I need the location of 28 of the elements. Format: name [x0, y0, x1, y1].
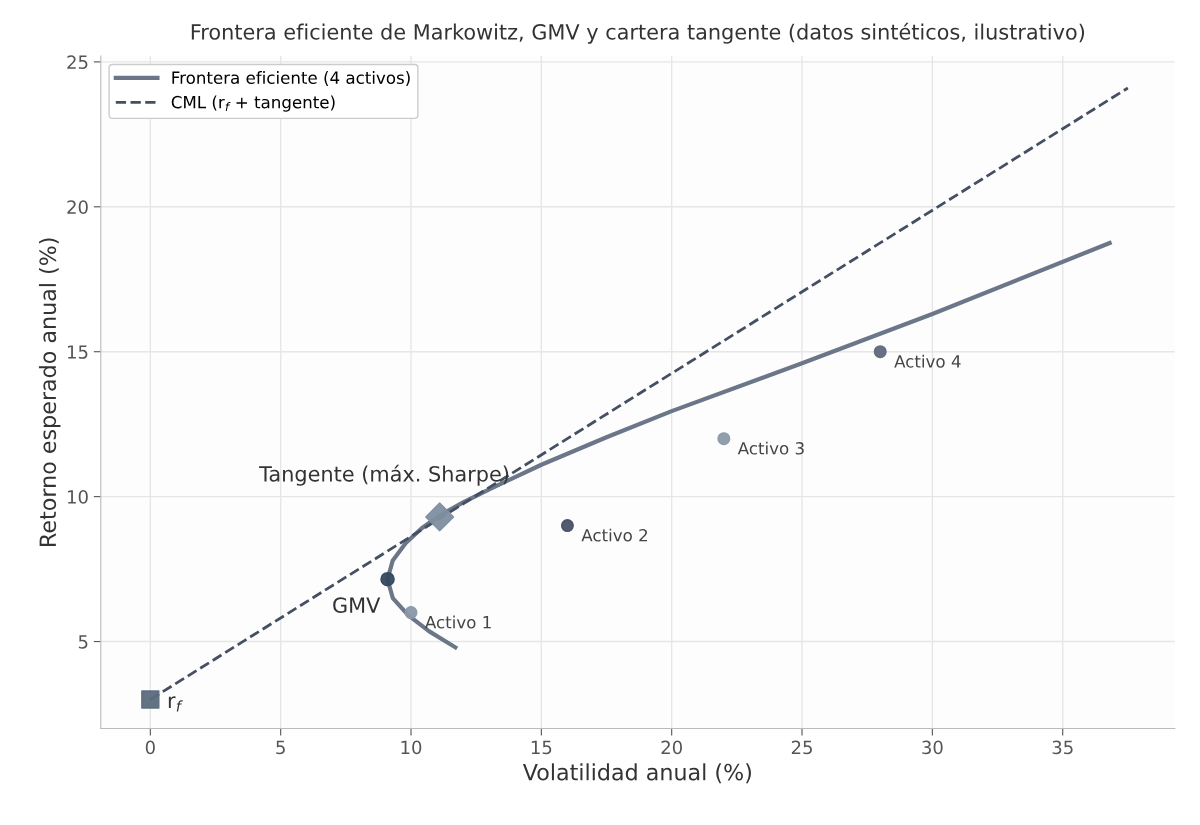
point [141, 690, 160, 709]
annotation: Activo 1 [425, 615, 491, 629]
x-tick-label: 15 [531, 740, 552, 755]
y-tick-label: 5 [78, 635, 88, 649]
x-tick-label: 5 [276, 740, 285, 755]
x-tick-label: 35 [1052, 740, 1073, 755]
x-tick-label: 10 [401, 740, 422, 755]
y-tick-label: 10 [68, 490, 88, 504]
y-axis-title: Retorno esperado anual (%) [38, 238, 61, 546]
annotation: GMV [333, 597, 381, 614]
legend-label: Frontera eficiente (4 activos) [172, 71, 410, 86]
x-tick-label: 0 [145, 740, 155, 755]
annotation: Activo 4 [894, 354, 961, 368]
annotation: r$_{f}$ [168, 696, 183, 712]
y-tick-label: 15 [68, 345, 88, 359]
annotation: Activo 3 [737, 441, 804, 455]
point [425, 502, 455, 532]
y-tick-label: 20 [67, 200, 88, 214]
x-tick-label: 25 [791, 740, 812, 755]
point [380, 571, 395, 587]
annotation: Tangente (máx. Sharpe) [259, 464, 509, 486]
legend-label: CML (r$_{f}$ + tangente) [171, 95, 335, 112]
annotation: Activo 2 [581, 528, 648, 542]
x-tick-label: 30 [922, 740, 943, 755]
y-tick-label: 25 [67, 55, 88, 70]
chart-title: Frontera eficiente de Markowitz, GMV y cartera tangente (datos sintéticos, ilustrativo) [191, 22, 1085, 44]
x-axis-title: Volatilidad anual (%) [522, 763, 751, 784]
x-tick-label: 20 [661, 740, 682, 755]
